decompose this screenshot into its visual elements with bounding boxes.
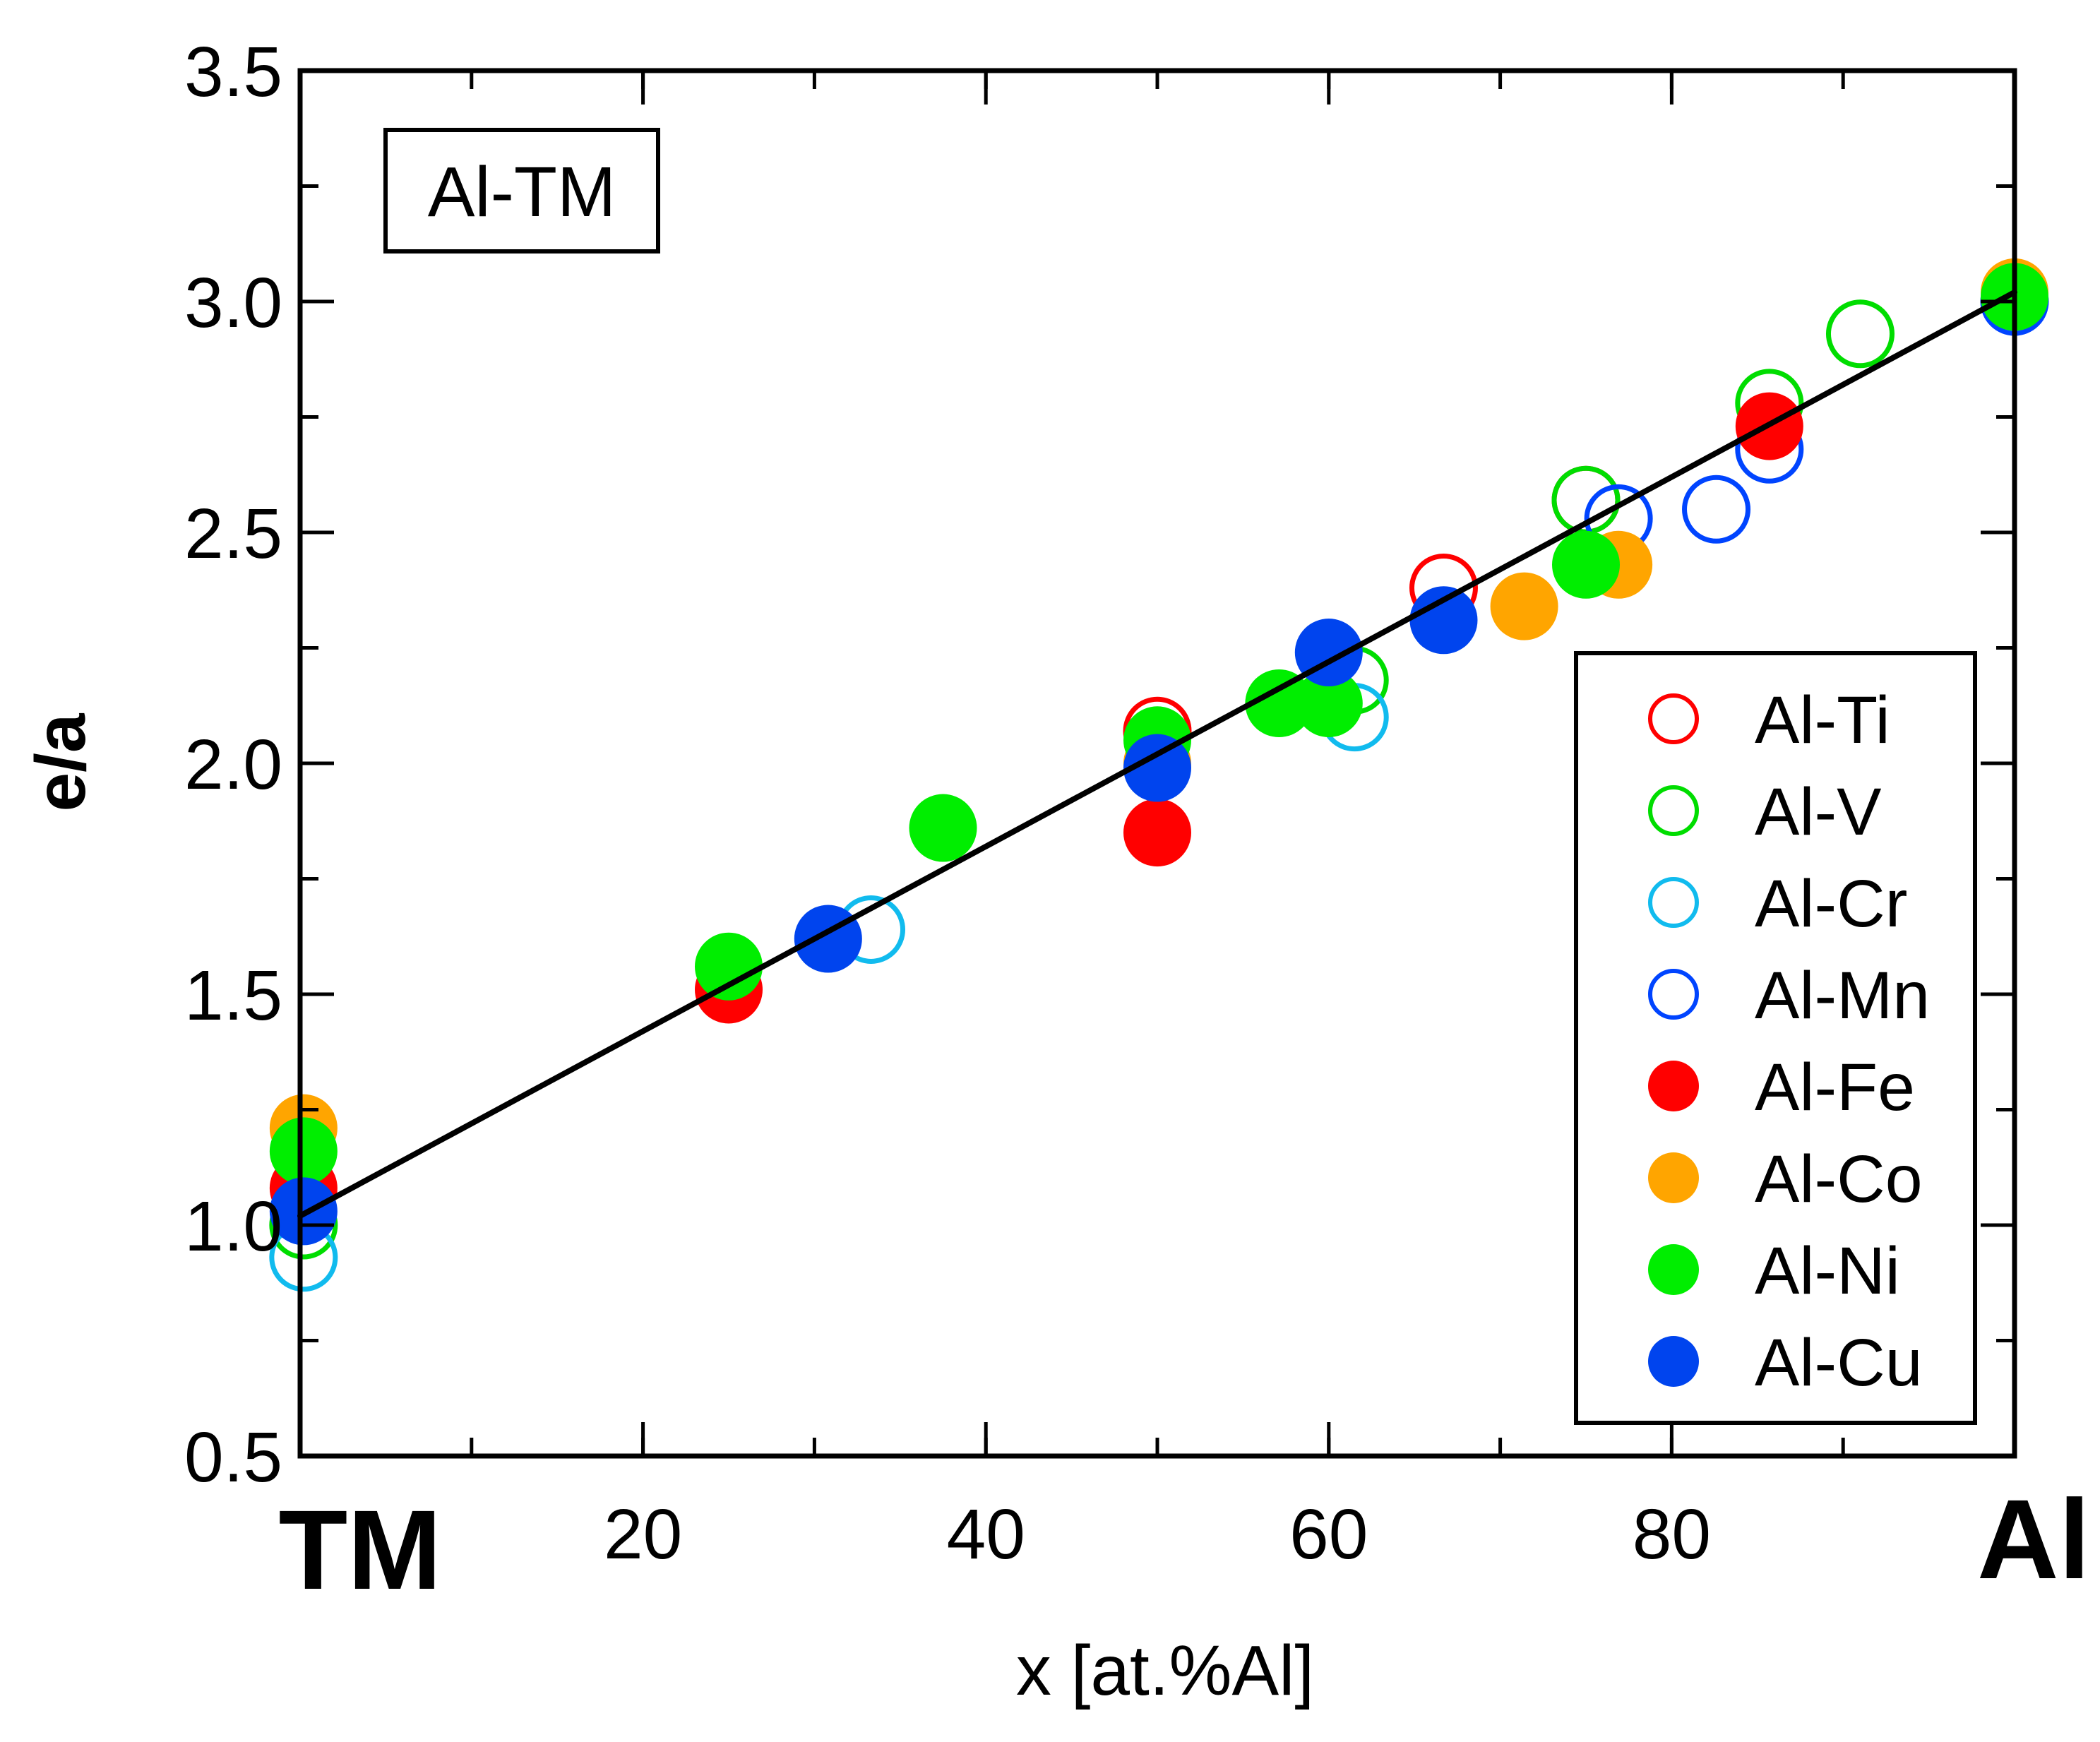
fit-line-layer bbox=[297, 289, 2017, 1219]
fit-line bbox=[297, 289, 2017, 1219]
data-point-al-ni bbox=[909, 794, 977, 862]
data-point-al-ni bbox=[1294, 669, 1363, 737]
legend-label-al-mn: Al-Mn bbox=[1755, 958, 1930, 1033]
legend-frame bbox=[1574, 651, 1977, 1425]
legend-marker-al-mn bbox=[1648, 969, 1699, 1020]
legend: Al-Ti Al-V Al-Cr Al-Mn Al-Fe Al-Co Al-Ni Al-Cu bbox=[1574, 651, 1977, 1425]
y-tick-label: 0.5 bbox=[184, 1418, 282, 1497]
data-point-al-fe bbox=[1123, 799, 1191, 867]
x-tick-label: 80 bbox=[1633, 1495, 1711, 1574]
legend-label-al-ni: Al-Ni bbox=[1755, 1234, 1900, 1308]
y-tick-label: 2.5 bbox=[184, 494, 282, 573]
legend-marker-al-co bbox=[1648, 1152, 1699, 1203]
x-tick-label: 40 bbox=[947, 1495, 1025, 1574]
y-tick-label: 3.5 bbox=[184, 32, 282, 112]
inset-label-frame bbox=[383, 128, 660, 253]
legend-label-al-cr: Al-Cr bbox=[1755, 866, 1907, 941]
x-tick-label: 60 bbox=[1289, 1495, 1368, 1574]
data-point-al-cu bbox=[1123, 734, 1191, 802]
data-point-al-mn bbox=[1682, 475, 1751, 544]
legend-label-al-ti: Al-Ti bbox=[1755, 683, 1890, 758]
data-point-al-cu bbox=[1409, 586, 1478, 655]
inset-label-box: Al-TM bbox=[383, 128, 660, 253]
legend-marker-al-cr bbox=[1648, 877, 1699, 928]
legend-label-al-co: Al-Co bbox=[1755, 1142, 1923, 1217]
x-tick-label: 20 bbox=[604, 1495, 682, 1574]
data-point-al-ni bbox=[695, 932, 763, 1001]
data-point-al-v bbox=[1825, 299, 1895, 369]
y-tick-label: 1.0 bbox=[184, 1187, 282, 1266]
legend-label-al-cu: Al-Cu bbox=[1755, 1325, 1923, 1400]
x-end-label-right: Al bbox=[1977, 1476, 2090, 1602]
y-tick-label: 3.0 bbox=[184, 263, 282, 342]
data-point-al-cu bbox=[794, 905, 862, 973]
legend-marker-al-v bbox=[1648, 785, 1699, 836]
axis-ticks: 20 40 60 80 0.5 1.0 1.5 2.0 2.5 3.0 3.5 bbox=[184, 32, 2015, 1574]
legend-marker-al-ti bbox=[1648, 693, 1699, 744]
data-point-al-ni bbox=[269, 1117, 338, 1186]
data-point-al-ni bbox=[1552, 530, 1620, 599]
data-point-al-co bbox=[1490, 572, 1558, 640]
y-axis-label: e/a bbox=[21, 712, 100, 811]
legend-marker-al-ni bbox=[1648, 1244, 1699, 1295]
x-end-label-left: TM bbox=[278, 1486, 441, 1613]
legend-marker-al-fe bbox=[1648, 1061, 1699, 1111]
legend-label-al-v: Al-V bbox=[1755, 775, 1881, 849]
x-axis-label: x [at.%Al] bbox=[1016, 1631, 1314, 1710]
inset-label: Al-TM bbox=[428, 153, 616, 232]
y-tick-label: 1.5 bbox=[184, 956, 282, 1035]
legend-marker-al-cu bbox=[1648, 1336, 1699, 1387]
data-point-al-ni bbox=[1245, 669, 1313, 737]
y-tick-label: 2.0 bbox=[184, 725, 282, 804]
legend-label-al-fe: Al-Fe bbox=[1755, 1050, 1915, 1125]
